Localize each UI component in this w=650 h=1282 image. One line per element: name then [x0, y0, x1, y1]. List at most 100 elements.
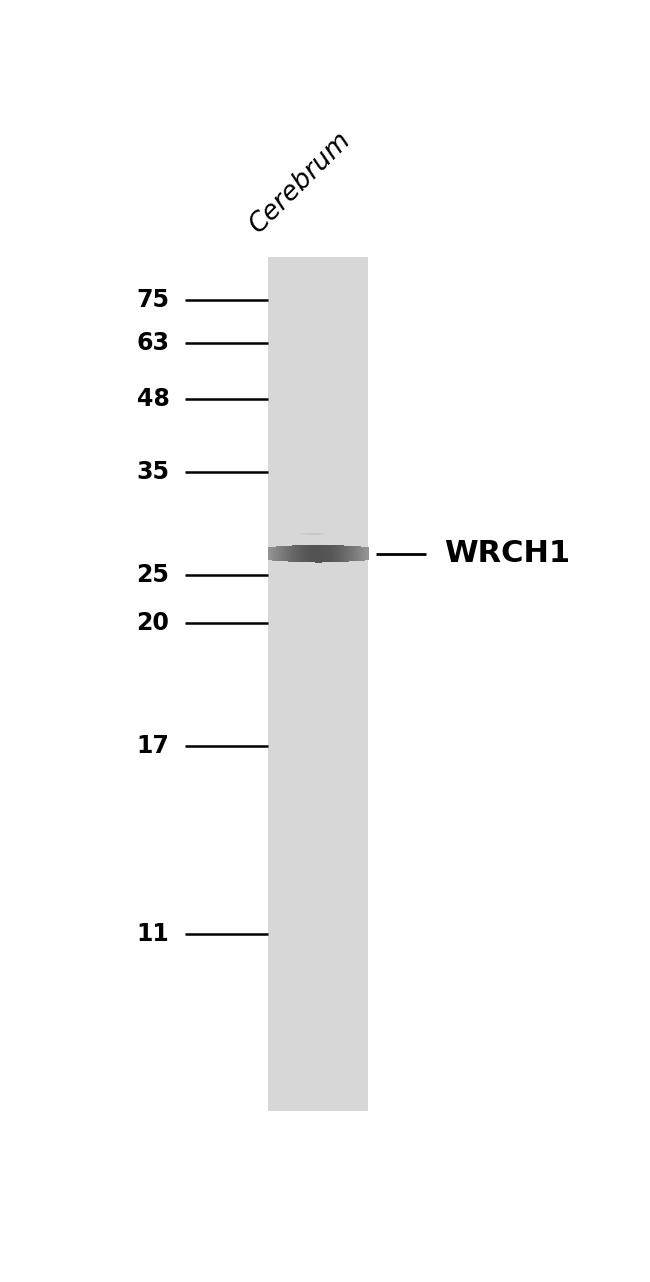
- Bar: [361, 546, 363, 560]
- Bar: [338, 545, 339, 562]
- Bar: [325, 545, 326, 563]
- Bar: [328, 545, 329, 563]
- Bar: [344, 546, 345, 562]
- Bar: [320, 533, 321, 535]
- Bar: [341, 545, 342, 562]
- Bar: [310, 545, 311, 563]
- Bar: [350, 546, 351, 562]
- Bar: [282, 546, 283, 562]
- Bar: [318, 545, 319, 563]
- Bar: [287, 546, 289, 562]
- Bar: [345, 546, 346, 562]
- Bar: [301, 545, 302, 563]
- Bar: [307, 533, 309, 535]
- Bar: [331, 545, 332, 563]
- Bar: [314, 533, 315, 535]
- Bar: [358, 546, 359, 562]
- Bar: [356, 546, 357, 562]
- Bar: [348, 546, 349, 562]
- Bar: [289, 546, 291, 562]
- Bar: [298, 545, 299, 562]
- Bar: [306, 545, 307, 563]
- Bar: [359, 546, 361, 560]
- Bar: [274, 546, 275, 560]
- Bar: [316, 533, 317, 535]
- Bar: [355, 546, 356, 562]
- Bar: [344, 546, 345, 562]
- Bar: [288, 546, 289, 562]
- Bar: [301, 545, 302, 563]
- Bar: [268, 547, 269, 560]
- Bar: [306, 545, 307, 563]
- Bar: [355, 546, 356, 562]
- Bar: [328, 545, 329, 563]
- Bar: [362, 546, 363, 560]
- Bar: [284, 546, 285, 562]
- Bar: [308, 533, 309, 535]
- Bar: [321, 533, 322, 535]
- Bar: [332, 545, 333, 563]
- Bar: [320, 545, 321, 563]
- Bar: [270, 547, 272, 560]
- Bar: [367, 547, 368, 560]
- Bar: [302, 545, 303, 563]
- Bar: [338, 545, 339, 562]
- Bar: [342, 545, 343, 562]
- Bar: [339, 545, 341, 562]
- Bar: [314, 533, 315, 535]
- Text: 20: 20: [136, 610, 170, 635]
- Bar: [318, 533, 319, 535]
- Bar: [348, 546, 350, 562]
- Bar: [320, 545, 321, 563]
- Bar: [272, 546, 273, 560]
- Bar: [276, 546, 277, 560]
- Bar: [281, 546, 282, 562]
- Bar: [322, 545, 323, 563]
- Bar: [316, 545, 317, 563]
- Bar: [345, 546, 346, 562]
- Bar: [361, 546, 362, 560]
- Bar: [293, 545, 294, 562]
- Bar: [326, 545, 327, 563]
- Text: 35: 35: [136, 460, 170, 483]
- Bar: [337, 545, 338, 562]
- Bar: [350, 546, 351, 562]
- Bar: [359, 546, 360, 560]
- Bar: [368, 547, 369, 560]
- Bar: [285, 546, 286, 562]
- Bar: [296, 545, 297, 562]
- Bar: [317, 545, 318, 563]
- Bar: [340, 545, 341, 562]
- Bar: [341, 545, 342, 562]
- Bar: [335, 545, 336, 562]
- Bar: [302, 545, 303, 563]
- Bar: [269, 547, 270, 560]
- Text: 75: 75: [136, 288, 170, 312]
- Text: 11: 11: [136, 922, 170, 946]
- Bar: [274, 546, 275, 560]
- Bar: [318, 533, 320, 535]
- Bar: [309, 533, 310, 535]
- Text: 25: 25: [136, 563, 170, 587]
- Bar: [283, 546, 284, 562]
- Bar: [292, 545, 294, 562]
- Text: 17: 17: [136, 735, 170, 758]
- Bar: [306, 533, 307, 535]
- Bar: [288, 546, 289, 562]
- Bar: [346, 546, 347, 562]
- Text: WRCH1: WRCH1: [444, 540, 570, 568]
- Bar: [268, 258, 369, 1111]
- Bar: [291, 546, 292, 562]
- Bar: [325, 545, 326, 563]
- Bar: [366, 547, 367, 560]
- Bar: [304, 533, 305, 535]
- Bar: [268, 547, 269, 560]
- Bar: [354, 546, 355, 562]
- Bar: [273, 546, 274, 560]
- Bar: [273, 546, 274, 560]
- Bar: [329, 545, 330, 563]
- Bar: [298, 545, 300, 562]
- Bar: [278, 546, 279, 562]
- Bar: [365, 547, 366, 560]
- Bar: [312, 533, 313, 535]
